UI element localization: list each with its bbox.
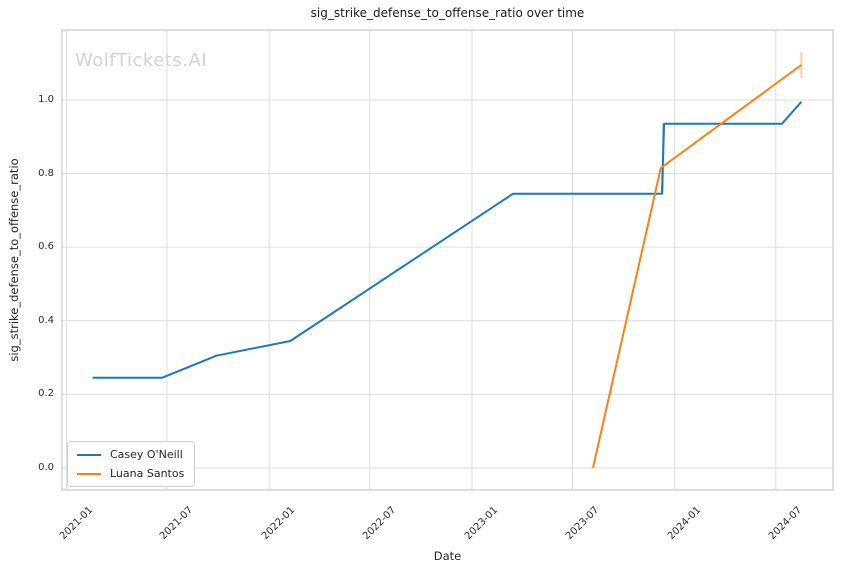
y-tick-label: 1.0 (38, 93, 54, 105)
y-tick-label: 0.8 (38, 167, 54, 179)
legend-item-luana-santos: Luana Santos (77, 467, 184, 480)
chart-title: sig_strike_defense_to_offense_ratio over… (310, 6, 585, 20)
y-tick-label: 0.2 (38, 388, 54, 400)
y-tick-label: 0.4 (38, 314, 54, 326)
legend-label: Luana Santos (110, 467, 185, 480)
legend: Casey O'Neill Luana Santos (67, 441, 196, 487)
plot-border (61, 29, 834, 491)
y-tick-label: 0.6 (38, 241, 54, 253)
x-axis-label: Date (433, 549, 462, 563)
legend-item-casey-oneill: Casey O'Neill (77, 448, 184, 461)
legend-label: Casey O'Neill (110, 448, 183, 461)
series-line (592, 64, 802, 469)
line-swatch-icon (77, 453, 101, 456)
line-swatch-icon (77, 472, 101, 475)
y-tick-label: 0.0 (38, 461, 54, 473)
watermark: WolfTickets.AI (75, 50, 208, 71)
series-line (92, 101, 803, 379)
